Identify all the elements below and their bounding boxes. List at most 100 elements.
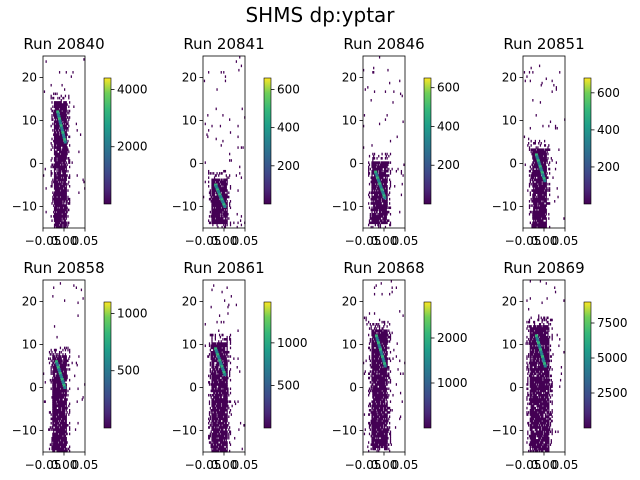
x-tick-label: 0.05	[552, 234, 579, 248]
heatmap-band-cell	[537, 343, 541, 347]
heatmap-band-cell	[58, 119, 62, 123]
heatmap-band-cell	[215, 351, 219, 355]
heatmap-band-cell	[376, 339, 380, 343]
y-tick-label: −10	[12, 200, 37, 214]
heatmap-band-cell	[543, 362, 547, 366]
colorbar-tick-label: 500	[277, 378, 300, 392]
heatmap-band-cell	[375, 174, 379, 178]
heatmap-band-cell	[56, 364, 60, 368]
x-tick-label: 0.00	[51, 458, 78, 472]
colorbar-tick-label: 2000	[437, 331, 468, 345]
x-tick-label: 0.05	[552, 458, 579, 472]
y-tick-label: 0	[29, 157, 37, 171]
x-tick-label: 0.00	[531, 234, 558, 248]
y-tick-label: 0	[349, 381, 357, 395]
heatmap-band-cell	[534, 334, 538, 338]
heatmap-band-cell	[59, 374, 63, 378]
colorbar	[583, 77, 592, 205]
heatmap-band-cell	[214, 183, 218, 187]
x-tick-label: 0.00	[211, 234, 238, 248]
x-tick-label: 0.00	[211, 458, 238, 472]
x-tick-label: 0.00	[371, 458, 398, 472]
chart-title: Run 20858	[23, 259, 104, 277]
heatmap-band-cell	[381, 190, 385, 194]
heatmap-cells	[523, 64, 566, 229]
y-tick-label: 10	[502, 114, 517, 128]
chart-panel: Run 20858 −10 0 10 20 −0.050.000.05 500 1000	[12, 259, 148, 472]
heatmap-band-cell	[219, 196, 223, 200]
chart-title: Run 20851	[503, 35, 584, 53]
heatmap-band-cell	[541, 355, 545, 359]
heatmap-band-cell	[223, 205, 227, 208]
heatmap-band-cell	[61, 380, 65, 384]
heatmap-band-cell	[57, 115, 61, 119]
heatmap-cells	[43, 282, 86, 453]
y-tick-label: 0	[29, 381, 37, 395]
colorbar-tick-label: 400	[597, 123, 620, 137]
y-tick-label: −10	[172, 200, 197, 214]
y-tick-label: −10	[492, 424, 517, 438]
y-tick-label: 0	[189, 381, 197, 395]
heatmap-band-cell	[223, 373, 227, 377]
colorbar-tick-label: 5000	[597, 351, 628, 365]
y-tick-label: 20	[342, 71, 357, 85]
heatmap-band-cell	[60, 128, 64, 132]
heatmap-band-cell	[216, 188, 220, 192]
heatmap-band-cell	[377, 180, 381, 184]
y-tick-label: −10	[332, 200, 357, 214]
x-tick-label: −0.05	[345, 458, 382, 472]
heatmap-band-cell	[62, 384, 66, 388]
chart-panel: Run 20861 −10 0 10 20 −0.050.000.05 500 1000	[172, 259, 308, 472]
heatmap-band-cell	[378, 345, 382, 349]
heatmap-band-cell	[542, 359, 546, 363]
heatmap-band-cell	[539, 350, 543, 354]
heatmap-band-cell	[217, 357, 221, 361]
chart-panel: Run 20841 −10 0 10 20 −0.050.000.05 200 400 600	[172, 35, 300, 248]
y-tick-label: 20	[22, 295, 37, 309]
x-tick-label: −0.05	[25, 234, 62, 248]
heatmap-band-cell	[218, 193, 222, 197]
y-tick-label: 20	[342, 295, 357, 309]
y-tick-label: 10	[182, 114, 197, 128]
colorbar	[263, 301, 272, 429]
y-tick-label: 0	[349, 157, 357, 171]
heatmap-band-cell	[214, 349, 218, 353]
chart-title: Run 20846	[343, 35, 424, 53]
heatmap-band-cell	[62, 135, 66, 139]
heatmap-band-cell	[383, 364, 387, 368]
heatmap-band-cell	[62, 133, 66, 137]
heatmap-band-cell	[222, 371, 226, 375]
heatmap-band-cell	[219, 195, 223, 199]
heatmap-band-cell	[55, 362, 59, 366]
colorbar	[423, 77, 432, 205]
chart-panel: Run 20846 −10 0 10 20 −0.050.000.05 200 400 600	[332, 35, 460, 248]
heatmap-band-cell	[380, 352, 384, 356]
heatmap-band-cell	[57, 117, 61, 121]
heatmap-band-cell	[376, 178, 380, 182]
y-tick-label: 10	[342, 338, 357, 352]
y-tick-label: 20	[182, 295, 197, 309]
heatmap-band-cell	[216, 353, 220, 357]
heatmap-band-cell	[374, 170, 378, 174]
heatmap-band-cell	[381, 357, 385, 361]
heatmap-band-cell	[216, 190, 220, 194]
chart-title: Run 20840	[23, 35, 104, 53]
y-tick-label: 20	[22, 71, 37, 85]
heatmap-band-cell	[54, 360, 58, 364]
heatmap-band-cell	[58, 372, 62, 376]
colorbar	[103, 77, 112, 205]
x-tick-label: 0.00	[531, 458, 558, 472]
colorbar	[423, 301, 432, 429]
heatmap-band-cell	[540, 352, 544, 356]
heatmap-band-cell	[60, 376, 64, 380]
figure-suptitle: SHMS dp:yptar	[245, 3, 395, 27]
heatmap-band-cell	[59, 124, 63, 128]
heatmap-band-cell	[61, 131, 65, 135]
heatmap-band-cell	[374, 172, 378, 176]
heatmap-band-cell	[215, 186, 219, 190]
heatmap-band-cell	[63, 138, 67, 142]
y-tick-label: 0	[189, 157, 197, 171]
heatmap-band-cell	[381, 192, 385, 196]
heatmap-band-cell	[214, 185, 218, 189]
